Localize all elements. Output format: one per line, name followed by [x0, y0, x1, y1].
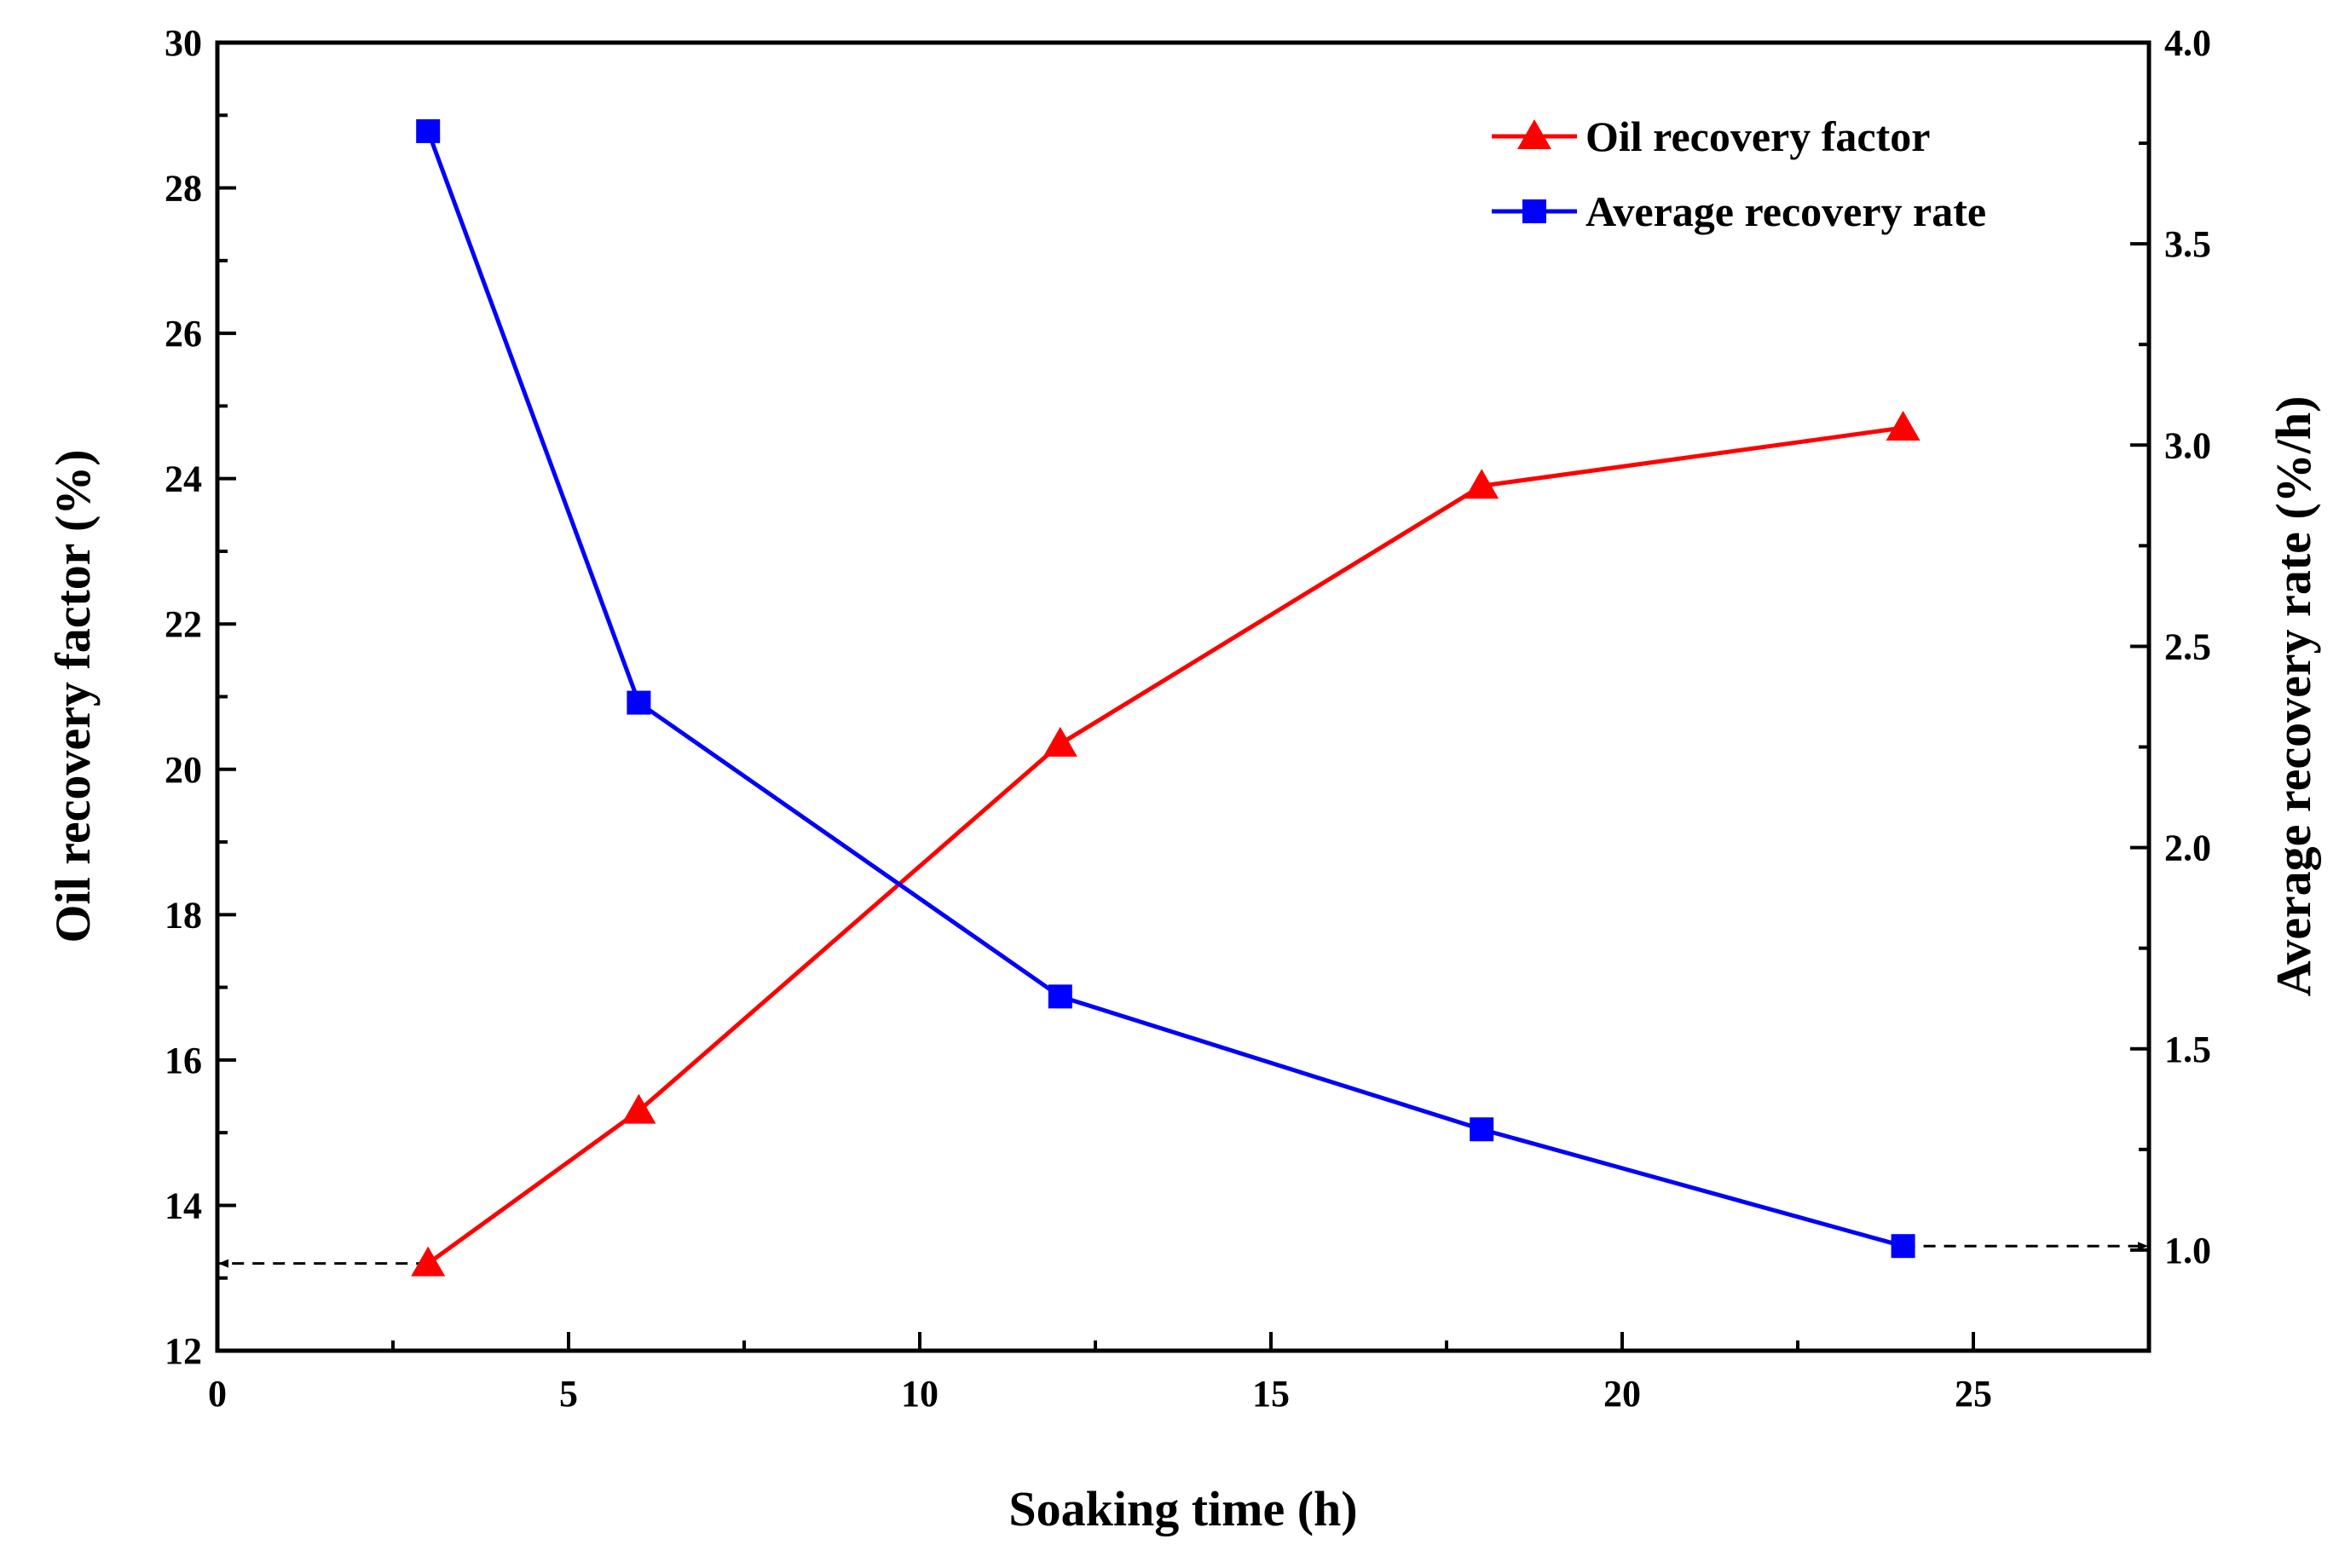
y-tick-label: 18 — [165, 894, 202, 936]
y-tick-label: 28 — [165, 168, 202, 210]
y2-tick-label: 2.0 — [2164, 827, 2211, 869]
y-axis-left-title: Oil recovery factor (%) — [45, 449, 101, 943]
plot-frame — [215, 40, 2152, 1353]
y-tick-label: 24 — [165, 458, 202, 500]
y2-tick-label: 3.0 — [2164, 424, 2211, 466]
average-recovery-rate-point — [627, 690, 651, 715]
y-tick-label: 12 — [165, 1330, 202, 1372]
average-recovery-rate-line — [425, 130, 1904, 1248]
oil-recovery-factor-line — [426, 425, 1903, 1265]
y-tick-label: 22 — [165, 603, 202, 645]
y2-tick-label: 2.5 — [2164, 625, 2211, 667]
x-axis-title: Soaking time (h) — [1008, 1481, 1357, 1536]
x-tick-label: 20 — [1603, 1373, 1641, 1415]
y-tick-label: 26 — [165, 313, 202, 355]
y-axis-left: 12 14 16 18 20 22 24 26 28 30 — [165, 22, 236, 1372]
oil-recovery-factor-point — [1886, 410, 1920, 441]
legend-marker-oil-recovery-factor — [1517, 119, 1551, 149]
x-tick-label: 15 — [1252, 1373, 1290, 1415]
y-tick-label: 16 — [165, 1040, 202, 1081]
oil-recovery-factor-point — [621, 1093, 656, 1124]
x-axis: 0 5 10 15 20 25 — [208, 1332, 1992, 1415]
x-tick-label: 25 — [1955, 1373, 1992, 1415]
oil-recovery-factor-point — [1043, 726, 1077, 757]
legend-label-oil-recovery-factor: Oil recovery factor — [1585, 112, 1930, 160]
x-tick-label: 10 — [901, 1373, 939, 1415]
x-tick-label: 0 — [208, 1373, 227, 1415]
legend-label-average-recovery-rate: Average recovery rate — [1585, 187, 1986, 235]
y2-tick-label: 4.0 — [2164, 22, 2211, 64]
series-layer — [411, 118, 1920, 1277]
x-tick-label: 5 — [559, 1373, 578, 1415]
average-recovery-rate-point — [416, 118, 441, 143]
legend: Oil recovery factor Average recovery rate — [1492, 112, 1986, 235]
average-recovery-rate-point — [1048, 984, 1072, 1009]
legend-marker-average-recovery-rate — [1522, 199, 1546, 223]
oil-recovery-factor-point — [1464, 469, 1499, 499]
y2-tick-label: 1.5 — [2164, 1029, 2211, 1070]
y-tick-label: 20 — [165, 749, 202, 791]
annotations — [218, 1242, 2148, 1268]
y-tick-label: 30 — [165, 22, 202, 64]
y-tick-label: 14 — [165, 1185, 202, 1226]
y2-tick-label: 1.0 — [2164, 1230, 2211, 1271]
average-recovery-rate-point — [1891, 1234, 1915, 1259]
y-axis-right: 1.0 1.5 2.0 2.5 3.0 3.5 4.0 — [2130, 22, 2211, 1352]
average-recovery-rate-point — [1470, 1117, 1494, 1142]
y2-tick-label: 3.5 — [2164, 223, 2211, 265]
oil-recovery-factor-point — [411, 1246, 446, 1277]
y-axis-right-title: Average recovery rate (%/h) — [2266, 396, 2321, 997]
